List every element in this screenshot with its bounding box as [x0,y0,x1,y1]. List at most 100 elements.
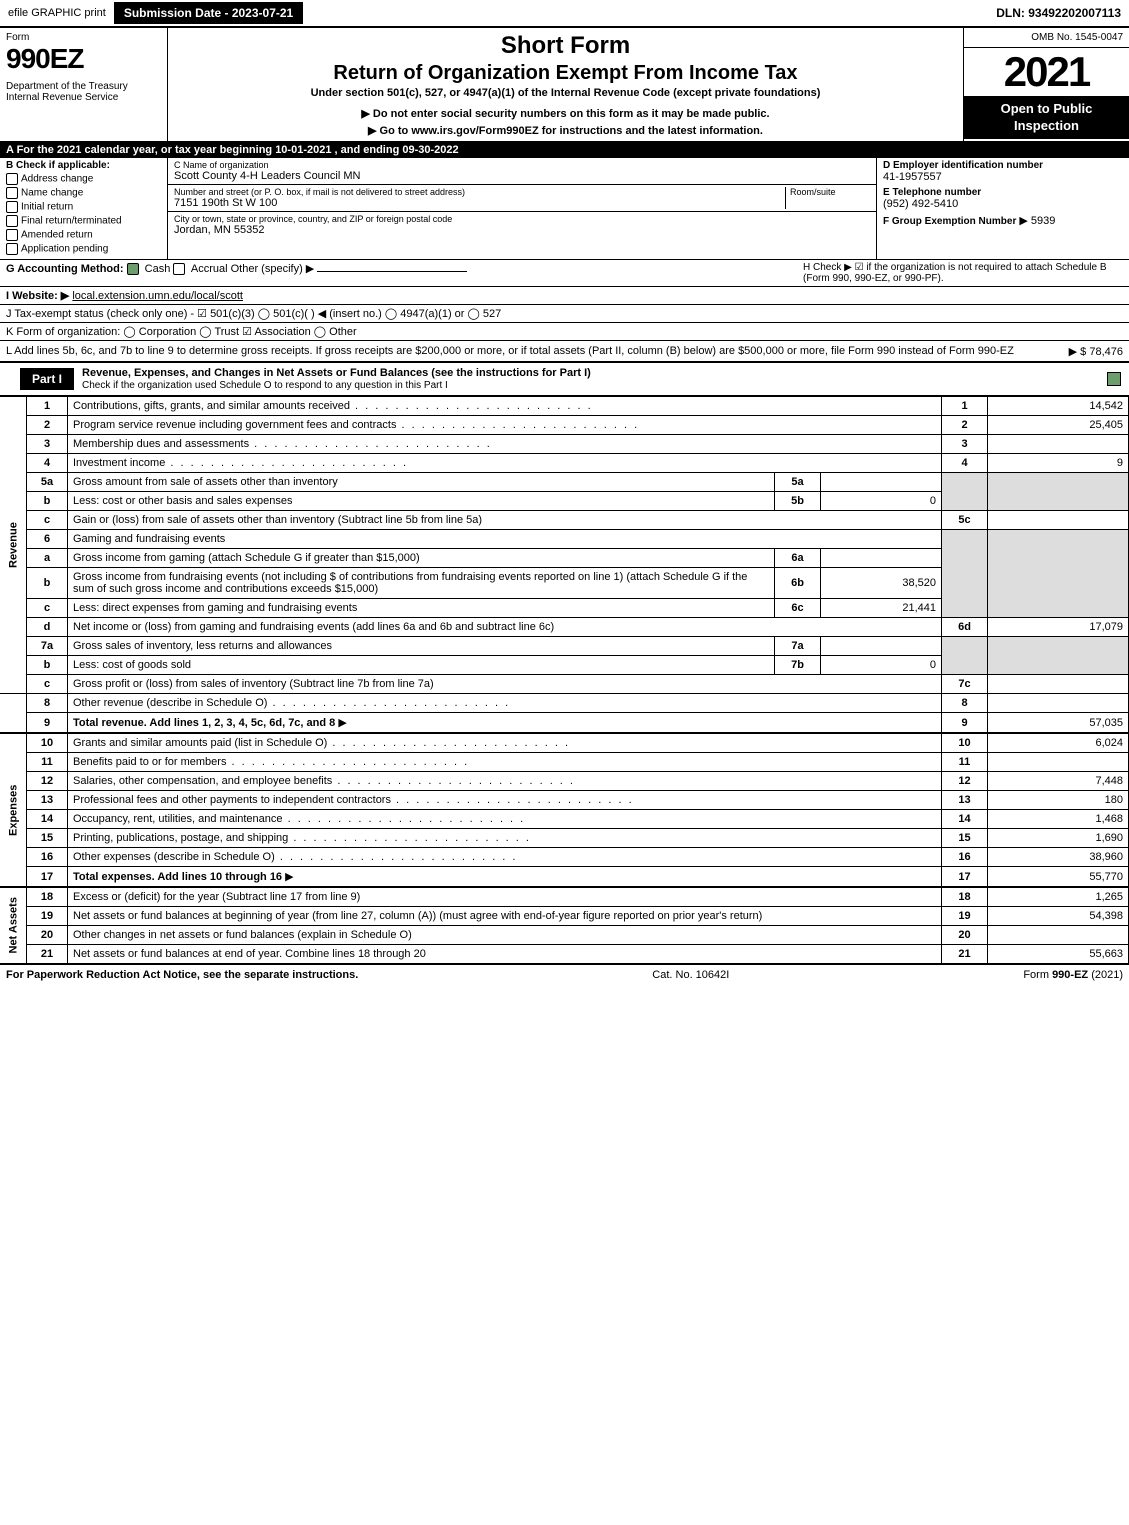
part1-header: Part I Revenue, Expenses, and Changes in… [0,362,1129,396]
checkbox-accrual[interactable] [173,263,185,275]
line-7ab-grey [942,637,988,675]
line-5a-desc: Gross amount from sale of assets other t… [73,476,338,488]
form-id-block: Form 990EZ Department of the Treasury In… [0,28,168,141]
line-4-desc: Investment income [73,457,408,469]
checkbox-initial-return[interactable]: Initial return [6,201,161,213]
line-2-desc: Program service revenue including govern… [73,419,639,431]
line-7a-num: 7a [27,637,68,656]
line-16-desc: Other expenses (describe in Schedule O) [73,851,517,863]
line-13-rn: 13 [942,791,988,810]
section-def: D Employer identification number 41-1957… [877,158,1129,259]
line-5ab-grey-amt [988,473,1129,511]
line-14-rn: 14 [942,810,988,829]
checkbox-application-pending[interactable]: Application pending [6,243,161,255]
line-6b-num: b [27,568,68,599]
line-9-desc: Total revenue. Add lines 1, 2, 3, 4, 5c,… [73,717,335,729]
line-7c-desc: Gross profit or (loss) from sales of inv… [73,678,434,690]
form-number: 990EZ [6,43,161,75]
line-10-amt: 6,024 [988,733,1129,753]
line-7ab-grey-amt [988,637,1129,675]
line-17-num: 17 [27,867,68,888]
checkbox-amended-return[interactable]: Amended return [6,229,161,241]
line-5b-sn: 5b [775,492,821,511]
line-17-desc: Total expenses. Add lines 10 through 16 [73,871,282,883]
city-label: City or town, state or province, country… [174,214,870,224]
checkbox-name-change[interactable]: Name change [6,187,161,199]
line-7c-num: c [27,675,68,694]
under-section: Under section 501(c), 527, or 4947(a)(1)… [174,87,957,99]
open-to-public: Open to Public Inspection [964,97,1129,139]
line-10-desc: Grants and similar amounts paid (list in… [73,737,570,749]
checkbox-address-change[interactable]: Address change [6,173,161,185]
line-5b-desc: Less: cost or other basis and sales expe… [73,495,293,507]
city-value: Jordan, MN 55352 [174,224,870,236]
line-21-amt: 55,663 [988,945,1129,964]
form-title-block: Short Form Return of Organization Exempt… [168,28,963,141]
line-5c-amt [988,511,1129,530]
line-3-num: 3 [27,435,68,454]
dept-label: Department of the Treasury Internal Reve… [6,81,161,103]
checkbox-final-return[interactable]: Final return/terminated [6,215,161,227]
group-value: ▶ 5939 [1019,215,1055,227]
line-3-rn: 3 [942,435,988,454]
line-15-num: 15 [27,829,68,848]
line-5a-num: 5a [27,473,68,492]
goto-link[interactable]: ▶ Go to www.irs.gov/Form990EZ for instru… [368,125,763,137]
line-13-desc: Professional fees and other payments to … [73,794,634,806]
line-4-amt: 9 [988,454,1129,473]
line-7c-amt [988,675,1129,694]
line-8-desc: Other revenue (describe in Schedule O) [73,697,510,709]
line-14-desc: Occupancy, rent, utilities, and maintena… [73,813,525,825]
lines-table: Revenue 1 Contributions, gifts, grants, … [0,396,1129,964]
b-check-if: Check if applicable: [16,160,110,171]
group-label: F Group Exemption Number [883,216,1016,227]
website-link[interactable]: local.extension.umn.edu/local/scott [72,290,243,302]
line-18-amt: 1,265 [988,887,1129,907]
line-21-desc: Net assets or fund balances at end of ye… [73,948,426,960]
line-11-num: 11 [27,753,68,772]
line-17-rn: 17 [942,867,988,888]
dln-label: DLN: 93492202007113 [996,6,1121,20]
line-9-rn: 9 [942,713,988,734]
line-12-num: 12 [27,772,68,791]
line-6d-num: d [27,618,68,637]
side-label-netassets: Net Assets [0,887,27,964]
line-2-amt: 25,405 [988,416,1129,435]
row-l-text: L Add lines 5b, 6c, and 7b to line 9 to … [6,345,1014,357]
line-1-num: 1 [27,397,68,416]
line-9-num: 9 [27,713,68,734]
row-k: K Form of organization: ◯ Corporation ◯ … [0,323,1129,341]
line-15-amt: 1,690 [988,829,1129,848]
line-1-desc: Contributions, gifts, grants, and simila… [73,400,593,412]
checkbox-cash[interactable] [127,263,139,275]
line-6a-sv [821,549,942,568]
line-5a-sn: 5a [775,473,821,492]
row-g: G Accounting Method: Cash Accrual Other … [6,262,467,284]
line-7b-num: b [27,656,68,675]
line-6c-num: c [27,599,68,618]
g-label: G Accounting Method: [6,263,124,275]
line-6a-num: a [27,549,68,568]
line-19-num: 19 [27,907,68,926]
line-15-rn: 15 [942,829,988,848]
line-19-rn: 19 [942,907,988,926]
footer-left: For Paperwork Reduction Act Notice, see … [6,969,358,981]
short-form-title: Short Form [174,32,957,60]
line-16-num: 16 [27,848,68,867]
line-6c-sn: 6c [775,599,821,618]
line-21-num: 21 [27,945,68,964]
omb-number: OMB No. 1545-0047 [964,28,1129,48]
row-j: J Tax-exempt status (check only one) - ☑… [0,305,1129,323]
org-name-label: C Name of organization [174,160,870,170]
line-16-amt: 38,960 [988,848,1129,867]
part1-checkbox[interactable] [1107,372,1121,386]
row-h: H Check ▶ ☑ if the organization is not r… [803,262,1123,284]
line-20-desc: Other changes in net assets or fund bala… [73,929,412,941]
line-5c-rn: 5c [942,511,988,530]
line-9-amt: 57,035 [988,713,1129,734]
line-6b-desc: Gross income from fundraising events (no… [73,571,747,595]
line-6b-sn: 6b [775,568,821,599]
street-label: Number and street (or P. O. box, if mail… [174,187,785,197]
line-7b-desc: Less: cost of goods sold [73,659,191,671]
goto-text: ▶ Go to www.irs.gov/Form990EZ for instru… [174,124,957,137]
